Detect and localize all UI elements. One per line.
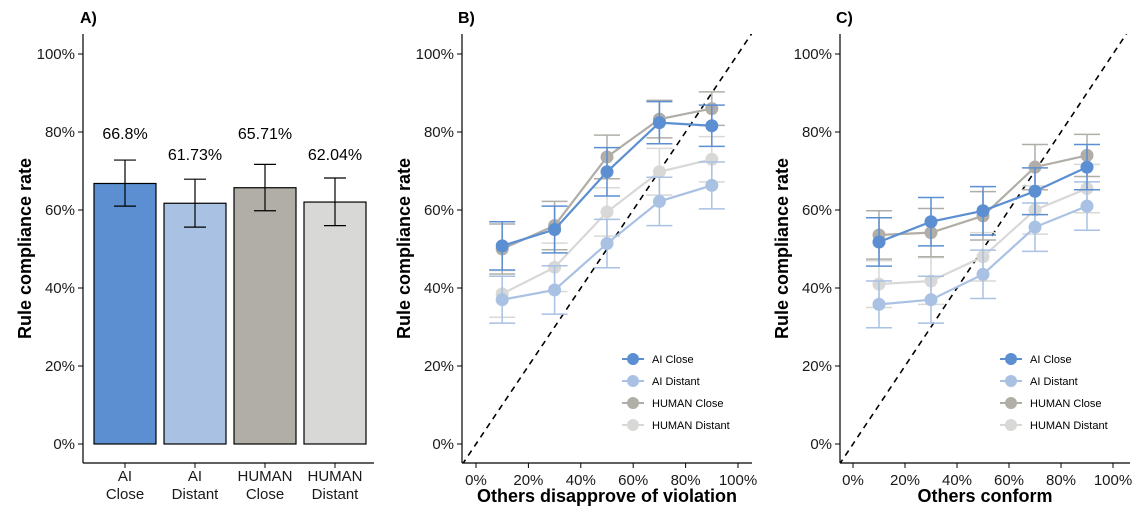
y-tick-label: 100% [416,46,454,63]
data-point [976,267,990,281]
y-tick-label: 20% [802,358,832,375]
diagonal-reference-line [840,34,1128,463]
panel-a-bar-chart: 0% 20% 40% 60% 80% 100% Rule compliance rate A)… [15,10,374,503]
y-tick-label: 40% [45,280,75,297]
y-tick-label: 40% [424,280,454,297]
legend-key-marker [627,353,639,365]
y-tick-label: 100% [794,46,832,63]
panel-b-line-chart: 0% 20% 40% 60% 80% 100% Rule compliance rate B)… [394,10,757,506]
data-point [1028,220,1042,234]
legend-key-marker [627,375,639,387]
x-tick-label: 40% [566,472,596,489]
x-tick-label-line1: AI [188,468,202,485]
legend-label: HUMAN Close [1030,398,1102,410]
y-tick-label: 60% [45,202,75,219]
y-tick-label: 40% [802,280,832,297]
diagonal-reference-line [462,34,752,463]
data-point [600,165,614,179]
data-point [652,116,666,130]
data-point [548,223,562,236]
x-axis-title: Others conform [917,486,1052,506]
y-tick-label: 100% [37,46,75,63]
legend-key-marker [1005,375,1017,387]
x-tick-label: 0% [842,472,864,489]
y-tick-label: 60% [424,202,454,219]
y-tick-label: 80% [802,124,832,141]
bar-3 [303,201,367,445]
bar-value-label: 61.73% [168,147,222,164]
y-axis-title: Rule compliance rate [772,158,792,339]
x-tick-label: 80% [1046,472,1076,489]
x-tick-label-line2: Close [106,486,144,503]
panel-tag: B) [458,10,475,27]
panel-c-line-chart: 0% 20% 40% 60% 80% 100% Rule compliance rate C)… [772,10,1132,506]
panel-tag: C) [836,10,853,27]
data-point [1028,184,1042,198]
legend-label: AI Close [1030,354,1072,366]
x-tick-label: 60% [618,472,648,489]
data-point [1028,160,1042,174]
data-point [705,119,719,133]
data-point [652,165,666,179]
x-tick-label-line1: HUMAN [238,468,293,485]
x-tick-label: 80% [671,472,701,489]
x-tick-label-line1: AI [118,468,132,485]
y-tick-label: 60% [802,202,832,219]
data-point [705,178,719,192]
data-point [976,204,990,218]
data-point [1080,199,1094,213]
y-tick-label: 0% [810,436,832,453]
panel-tag: A) [80,10,97,27]
x-tick-label: 60% [994,472,1024,489]
bar-0 [93,182,157,445]
x-tick-label-line1: HUMAN [308,468,363,485]
legend-key-marker [627,397,639,409]
bar-value-label: 62.04% [308,147,362,164]
x-tick-label-line2: Distant [172,486,220,503]
data-point [924,215,938,229]
x-tick-label: 20% [513,472,543,489]
data-point [872,297,886,311]
y-axis-title: Rule compliance rate [394,158,414,339]
bar-2 [233,187,297,445]
data-point [600,237,614,251]
y-tick-label: 0% [432,436,454,453]
x-axis-title: Others disapprove of violation [477,486,737,506]
legend-label: AI Distant [1030,376,1078,388]
data-point [872,235,886,249]
bar-1 [163,202,227,445]
legend-key-marker [1005,353,1017,365]
data-point [548,283,562,297]
legend-label: HUMAN Distant [652,420,730,432]
legend-key-marker [1005,419,1017,431]
legend-label: HUMAN Distant [1030,420,1108,432]
y-tick-label: 20% [45,358,75,375]
x-tick-label: 40% [942,472,972,489]
data-point [495,239,509,253]
x-tick-label-line2: Close [246,486,284,503]
x-tick-label-line2: Distant [312,486,360,503]
y-tick-label: 80% [45,124,75,141]
x-tick-label: 0% [465,472,487,489]
legend-key-marker [1005,397,1017,409]
data-point [924,293,938,307]
x-tick-label: 100% [1094,472,1132,489]
legend-key-marker [627,419,639,431]
legend-label: AI Close [652,354,694,366]
data-point [1080,160,1094,174]
y-axis-title: Rule compliance rate [15,158,35,339]
bar-value-label: 65.71% [238,126,292,143]
data-point [495,293,509,307]
y-tick-label: 20% [424,358,454,375]
y-tick-label: 0% [53,436,75,453]
x-tick-label: 100% [719,472,757,489]
x-tick-label: 20% [890,472,920,489]
y-tick-label: 80% [424,124,454,141]
legend-label: AI Distant [652,376,700,388]
bar-value-label: 66.8% [102,126,147,143]
data-point [652,194,666,208]
legend-label: HUMAN Close [652,398,724,410]
data-point [600,205,614,219]
